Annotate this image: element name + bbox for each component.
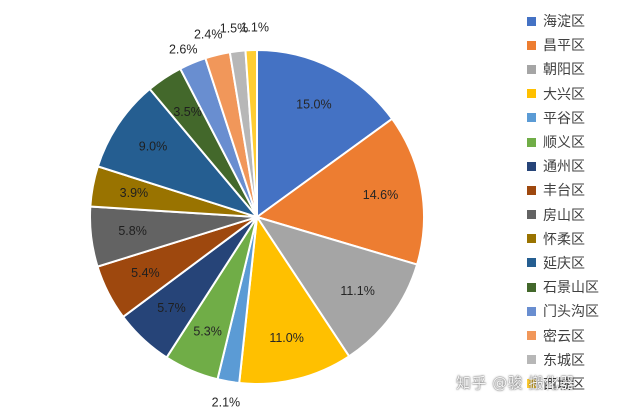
legend-swatch [527,210,536,220]
legend-label: 海淀区 [543,14,585,31]
slice-label-1: 15.0% [296,98,331,112]
legend-label: 平谷区 [543,110,585,127]
legend-label: 顺义区 [543,135,585,152]
legend-item: 朝阳区 [527,57,599,81]
watermark: 知乎 @骏 搬化器 [456,374,576,392]
legend-swatch [527,161,536,171]
legend-swatch [527,331,536,341]
legend-swatch [527,234,536,244]
pie-slice-1 [256,48,394,219]
slice-label-8: 5.4% [131,266,160,280]
legend-swatch [527,40,536,50]
slice-label-11: 9.0% [139,140,168,154]
legend-item: 顺义区 [527,130,599,154]
legend-swatch [527,16,536,26]
pie-slice-3 [254,215,419,358]
legend: 海淀区昌平区朝阳区大兴区平谷区顺义区通州区丰台区房山区怀柔区延庆区石景山区门头沟… [527,9,599,396]
legend-item: 大兴区 [527,82,599,106]
legend-item: 平谷区 [527,106,599,130]
legend-item: 丰台区 [527,178,599,202]
pie-slice-11 [96,87,260,219]
slice-label-15: 1.5% [220,21,249,35]
pie-slice-2 [254,117,425,266]
legend-label: 朝阳区 [543,62,585,79]
legend-label: 东城区 [543,352,585,369]
legend-label: 通州区 [543,159,585,176]
slice-label-7: 5.7% [157,301,186,315]
legend-swatch [527,89,536,99]
legend-label: 密云区 [543,328,585,345]
pie-slice-16 [244,48,258,218]
legend-item: 东城区 [527,348,599,372]
pie-slices [89,48,425,385]
legend-item: 门头沟区 [527,299,599,323]
legend-swatch [527,258,536,268]
slice-label-9: 5.8% [118,224,147,238]
legend-swatch [527,355,536,365]
legend-item: 延庆区 [527,251,599,275]
legend-item: 通州区 [527,154,599,178]
slice-labels: 15.0% 14.6% 11.1% 11.0% 2.1% 5.3% 5.7% 5.4% 5.8%… [118,20,398,409]
slice-label-13: 2.6% [169,42,198,56]
legend-label: 石景山区 [543,280,599,297]
legend-label: 门头沟区 [543,304,599,321]
legend-item: 昌平区 [527,33,599,57]
legend-swatch [527,113,536,123]
legend-label: 延庆区 [543,255,585,272]
legend-item: 石景山区 [527,275,599,299]
legend-label: 丰台区 [543,183,585,200]
legend-swatch [527,64,536,74]
slice-label-2: 14.6% [363,188,398,202]
legend-swatch [527,306,536,316]
legend-label: 昌平区 [543,38,585,55]
legend-item: 密云区 [527,323,599,347]
legend-label: 西城区 [543,376,585,393]
legend-item: 海淀区 [527,9,599,33]
pie-slice-4 [238,214,351,385]
slice-label-3: 11.1% [340,284,375,298]
legend-label: 房山区 [543,207,585,224]
legend-item: 西城区 [527,372,599,396]
slice-label-12: 3.5% [173,105,202,119]
slice-label-4: 11.0% [269,331,304,345]
legend-label: 怀柔区 [543,231,585,248]
slice-label-16: 1.1% [240,20,269,34]
legend-swatch [527,379,536,389]
legend-swatch [527,282,536,292]
legend-item: 房山区 [527,203,599,227]
legend-swatch [527,185,536,195]
slice-label-6: 5.3% [193,324,222,338]
legend-label: 大兴区 [543,86,585,103]
legend-item: 怀柔区 [527,227,599,251]
slice-label-10: 3.9% [120,186,149,200]
slice-label-14: 2.4% [194,27,223,41]
legend-swatch [527,137,536,147]
slice-label-5: 2.1% [212,396,241,409]
